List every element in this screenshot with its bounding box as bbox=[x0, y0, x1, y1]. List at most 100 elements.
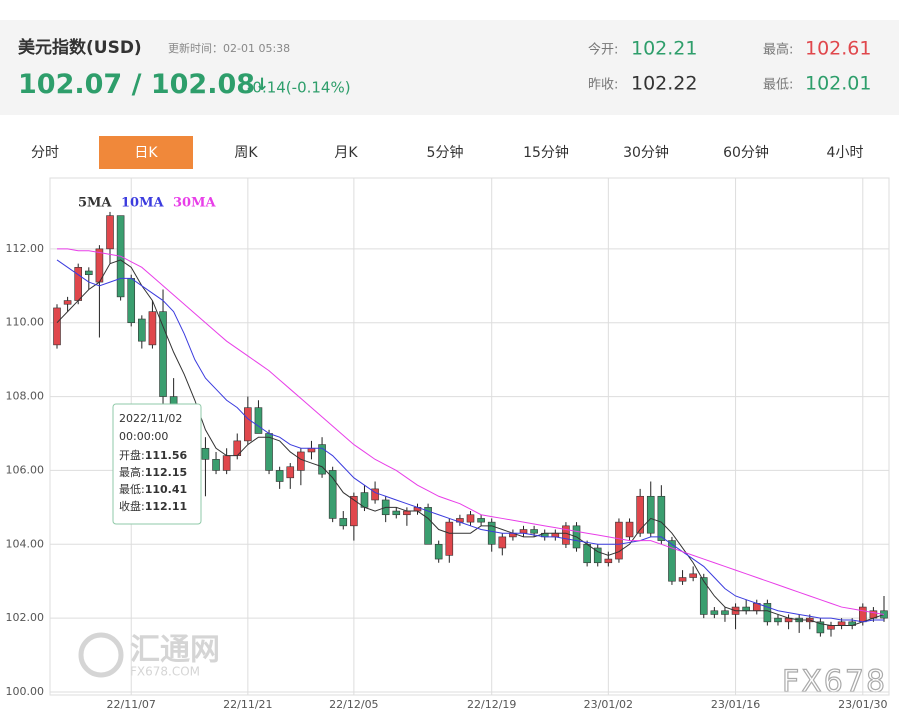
candle-body bbox=[307, 447, 316, 453]
stat-value: 102.01 bbox=[805, 73, 871, 95]
candle-body bbox=[148, 311, 157, 346]
candle-body bbox=[85, 270, 93, 276]
candle-body bbox=[371, 488, 379, 501]
tooltip-row: 最低:110.41 bbox=[119, 483, 187, 496]
tab[interactable]: 30分钟 bbox=[623, 144, 669, 161]
candle-body bbox=[625, 521, 634, 538]
header-bg bbox=[0, 20, 899, 115]
tooltip-row: 开盘:111.56 bbox=[119, 448, 188, 462]
candle-body bbox=[487, 521, 496, 545]
stat-label: 最高: bbox=[763, 42, 793, 58]
y-tick-label: 106.00 bbox=[6, 463, 45, 476]
candle-body bbox=[286, 466, 295, 479]
ma-line bbox=[56, 259, 884, 623]
ma-line bbox=[57, 248, 885, 615]
tooltip-row: 最高:112.15 bbox=[119, 465, 187, 479]
tooltip-value: 111.56 bbox=[145, 449, 188, 462]
candle-body bbox=[212, 459, 220, 471]
y-tick-label: 102.00 bbox=[6, 611, 45, 624]
tab[interactable]: 月K bbox=[334, 145, 358, 161]
candle-body bbox=[774, 617, 782, 623]
candle-body bbox=[265, 433, 273, 471]
watermark-brand: FX678 bbox=[782, 665, 887, 700]
candle-body bbox=[498, 536, 507, 549]
title: 美元指数(USD) bbox=[18, 37, 142, 58]
tooltip-label: 最低: bbox=[119, 483, 145, 496]
candle-body bbox=[678, 577, 687, 582]
update-time: 更新时间：02-01 05:38 bbox=[168, 41, 290, 55]
candle-body bbox=[244, 407, 252, 442]
stat-label: 最低: bbox=[763, 78, 793, 93]
candle-body bbox=[721, 610, 729, 615]
price-text: 102.07 / 102.08 bbox=[18, 69, 255, 100]
candle-body bbox=[551, 532, 560, 538]
tooltip-label: 最高: bbox=[119, 465, 145, 479]
change: -0.14(-0.14%) bbox=[247, 79, 351, 97]
tooltip-time: 00:00:00 bbox=[119, 430, 168, 443]
legend-entry: 10MA bbox=[121, 196, 164, 211]
candle-body bbox=[63, 300, 72, 305]
candle-body bbox=[816, 621, 825, 634]
candle-body bbox=[562, 525, 570, 545]
watermark-site: FX678.COM bbox=[130, 665, 200, 679]
x-tick-label: 22/12/05 bbox=[329, 698, 378, 711]
y-tick-label: 104.00 bbox=[6, 537, 45, 550]
tooltip-label: 收盘: bbox=[119, 499, 145, 513]
candle-body bbox=[519, 529, 528, 534]
legend-entry: 30MA bbox=[173, 196, 216, 211]
candle-body bbox=[763, 603, 772, 623]
tab[interactable]: 4小时 bbox=[827, 145, 864, 161]
stat-value: 102.61 bbox=[805, 38, 871, 60]
stat-label: 昨收: bbox=[588, 78, 618, 93]
candle-body bbox=[297, 451, 305, 471]
y-tick-label: 110.00 bbox=[6, 316, 45, 329]
candle-body bbox=[222, 455, 231, 471]
tooltip-label: 开盘: bbox=[119, 448, 145, 462]
y-tick-label: 100.00 bbox=[6, 685, 45, 698]
candle-body bbox=[657, 495, 666, 541]
candle-body bbox=[583, 543, 591, 564]
candle-body bbox=[636, 495, 644, 534]
stat-label: 今开: bbox=[588, 42, 618, 58]
candle-body bbox=[53, 307, 61, 346]
x-tick-label: 23/01/30 bbox=[838, 698, 887, 711]
watermark-cn: 汇通网 bbox=[130, 633, 220, 668]
candle-body bbox=[127, 278, 136, 324]
candle-body bbox=[604, 558, 613, 564]
candle-body bbox=[445, 521, 454, 556]
candle-body bbox=[138, 318, 146, 342]
tab[interactable]: 15分钟 bbox=[523, 144, 569, 161]
candle-body bbox=[615, 521, 623, 560]
candle-body bbox=[201, 447, 210, 460]
candle-body bbox=[699, 577, 708, 615]
x-tick-label: 22/11/21 bbox=[223, 698, 272, 711]
candle-body bbox=[254, 407, 263, 434]
x-tick-label: 23/01/16 bbox=[711, 698, 760, 711]
candle-body bbox=[466, 514, 475, 523]
candle-body bbox=[477, 518, 485, 523]
candle-body bbox=[403, 510, 411, 516]
x-tick-label: 23/01/02 bbox=[584, 698, 633, 711]
plot-frame bbox=[49, 177, 890, 696]
y-tick-label: 112.00 bbox=[6, 242, 45, 255]
tab[interactable]: 分时 bbox=[31, 145, 59, 161]
candle-body bbox=[339, 518, 348, 527]
candle-body bbox=[350, 495, 358, 527]
price: 102.07 / 102.08↓ bbox=[18, 69, 269, 100]
tooltip-box bbox=[112, 403, 202, 525]
legend-entry: 5MA bbox=[78, 196, 112, 211]
tooltip-row: 收盘:112.11 bbox=[119, 499, 187, 513]
tooltip-value: 112.11 bbox=[145, 500, 187, 513]
candle-body bbox=[858, 606, 867, 623]
tab[interactable]: 周K bbox=[234, 145, 258, 161]
candle-body bbox=[710, 610, 719, 615]
tooltip-date: 2022/11/02 bbox=[119, 412, 182, 425]
candle-body bbox=[159, 311, 167, 397]
tab[interactable]: 60分钟 bbox=[723, 144, 769, 161]
candle-body bbox=[646, 495, 655, 534]
candle-body bbox=[434, 543, 443, 560]
tab[interactable]: 日K bbox=[134, 145, 158, 161]
x-tick-label: 22/12/19 bbox=[467, 698, 516, 711]
tab[interactable]: 5分钟 bbox=[427, 144, 464, 161]
